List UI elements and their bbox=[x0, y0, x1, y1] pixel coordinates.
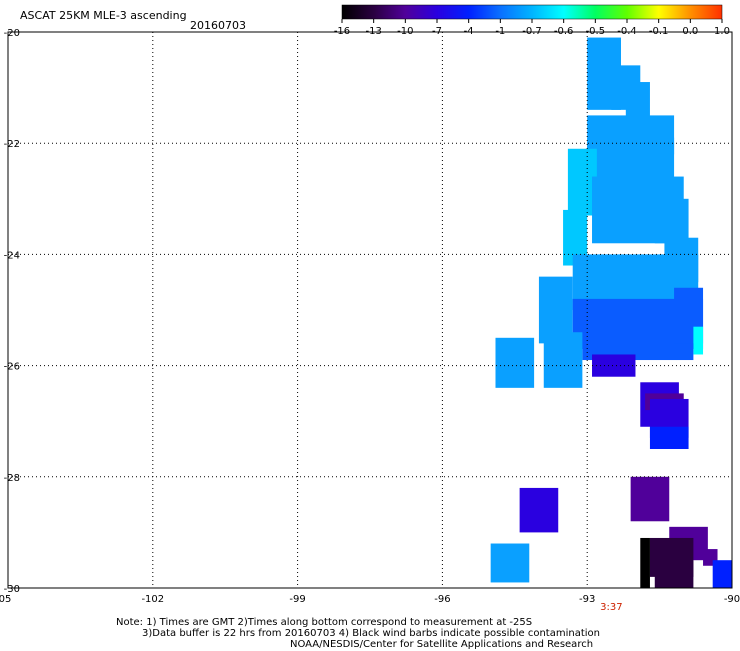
plot-frame bbox=[7, 31, 733, 589]
footer-note-line2: 3)Data buffer is 22 hrs from 20160703 4)… bbox=[142, 628, 600, 639]
x-tick-label: -96 bbox=[434, 594, 450, 605]
time-label: 3:37 bbox=[600, 602, 622, 613]
data-cell bbox=[654, 560, 694, 588]
data-cell bbox=[490, 543, 530, 583]
data-cell bbox=[519, 487, 559, 533]
y-tick-label: -26 bbox=[4, 362, 20, 373]
data-cell bbox=[693, 326, 704, 355]
data-cells bbox=[490, 37, 732, 588]
chart-title: ASCAT 25KM MLE-3 ascending bbox=[20, 9, 187, 22]
y-tick-label: -20 bbox=[4, 28, 20, 39]
axis-ticks: -105 -102 -99 -96 -93 -90 -20 -22 -24 -26 -28 -30 3:… bbox=[0, 28, 740, 613]
gridlines bbox=[8, 32, 732, 588]
colorbar-gradient bbox=[341, 4, 723, 20]
x-tick-label: -93 bbox=[579, 594, 595, 605]
data-cell bbox=[543, 332, 583, 388]
x-tick-label: -105 bbox=[0, 594, 11, 605]
data-cell bbox=[712, 560, 732, 588]
y-tick-label: -24 bbox=[4, 250, 20, 261]
chart-date: 20160703 bbox=[190, 19, 246, 32]
data-cell bbox=[630, 476, 670, 522]
y-tick-label: -22 bbox=[4, 139, 20, 150]
data-cell bbox=[649, 426, 689, 449]
footer-note-line1: Note: 1) Times are GMT 2)Times along bot… bbox=[116, 617, 533, 628]
y-tick-label: -30 bbox=[4, 584, 20, 595]
x-tick-label: -99 bbox=[289, 594, 305, 605]
data-cell bbox=[495, 337, 535, 388]
data-cell bbox=[654, 198, 689, 244]
x-tick-label: -90 bbox=[724, 594, 740, 605]
x-tick-label: -102 bbox=[141, 594, 164, 605]
data-cell bbox=[640, 537, 650, 588]
y-tick-label: -28 bbox=[4, 473, 20, 484]
data-cell bbox=[592, 354, 636, 377]
footer-credit: NOAA/NESDIS/Center for Satellite Applica… bbox=[290, 639, 594, 650]
